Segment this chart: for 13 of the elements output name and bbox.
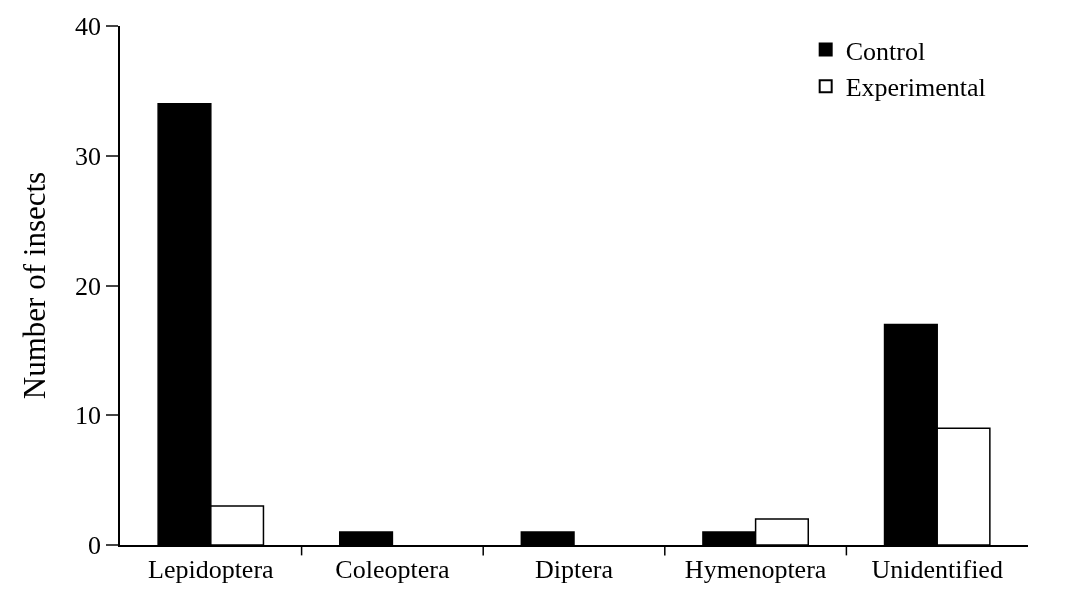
y-tick-label: 0 [88, 531, 102, 561]
y-axis-title: Number of insects [17, 171, 53, 400]
x-tick-label: Unidentified [871, 554, 1003, 584]
y-tick-label: 40 [75, 12, 102, 42]
y-tick-label: 10 [75, 401, 102, 431]
legend-label: Control [845, 36, 926, 66]
x-tick-label: Coleoptera [335, 554, 450, 584]
legend-label: Experimental [845, 73, 986, 103]
x-tick-label: Diptera [535, 554, 614, 584]
x-tick-label: Lepidoptera [148, 554, 275, 584]
x-tick-label: Hymenoptera [684, 554, 827, 584]
y-tick-label: 30 [75, 141, 102, 171]
y-tick-label: 20 [75, 271, 102, 301]
